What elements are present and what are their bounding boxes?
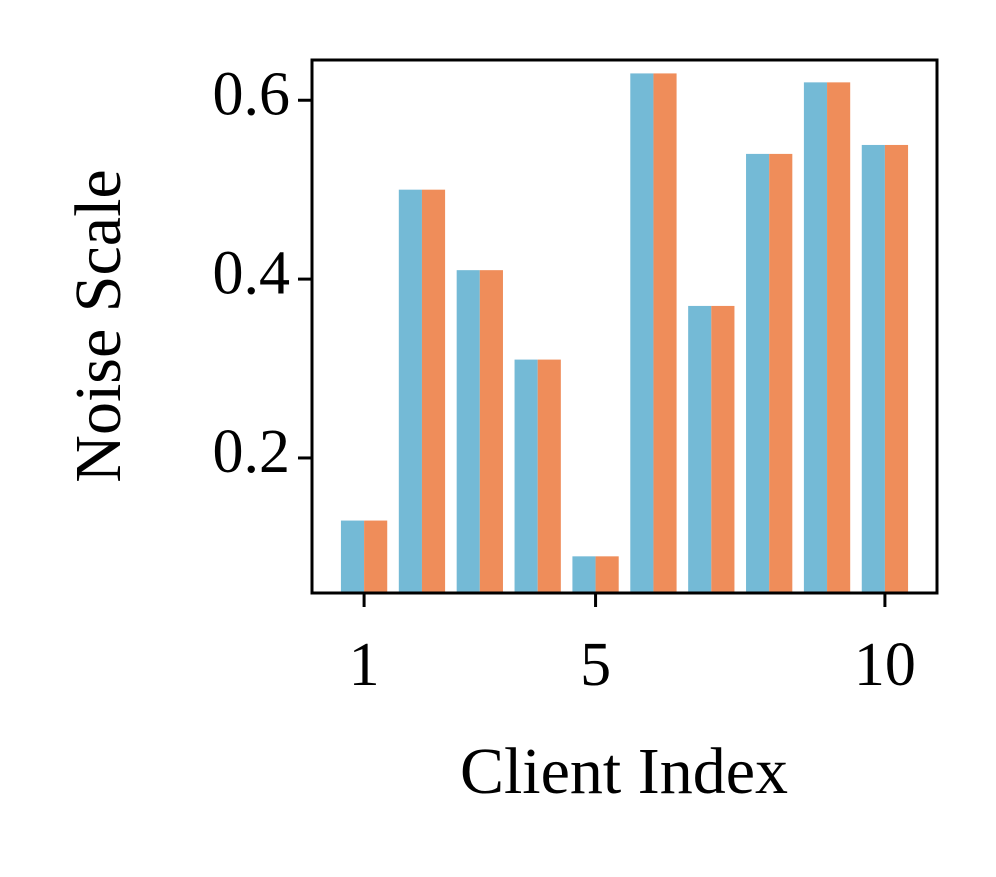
bar <box>803 82 828 593</box>
bar <box>421 189 446 593</box>
bar <box>827 82 851 593</box>
bar <box>572 556 596 593</box>
plot-area <box>340 73 909 593</box>
bar <box>340 520 365 593</box>
bar <box>514 359 538 593</box>
x-tick-label: 10 <box>854 631 916 699</box>
y-tick-label: 0.6 <box>213 60 291 128</box>
y-tick-label: 0.2 <box>213 418 291 486</box>
bar <box>688 305 712 593</box>
bar <box>537 359 561 593</box>
bar <box>861 144 885 593</box>
x-tick-label: 1 <box>349 631 380 699</box>
bar <box>456 270 480 593</box>
bar <box>479 270 503 593</box>
bar <box>364 520 388 593</box>
bar <box>595 556 619 593</box>
bar <box>653 73 677 593</box>
bar <box>630 73 654 593</box>
y-tick-label: 0.4 <box>213 239 291 307</box>
bar <box>769 153 793 593</box>
bar <box>746 153 770 593</box>
x-tick-label: 5 <box>580 631 611 699</box>
bar <box>711 305 735 593</box>
x-axis-label: Client Index <box>460 735 788 808</box>
axes-frame <box>310 58 939 595</box>
y-axis-label: Noise Scale <box>62 169 135 482</box>
bar <box>884 144 909 593</box>
bar <box>398 189 422 593</box>
